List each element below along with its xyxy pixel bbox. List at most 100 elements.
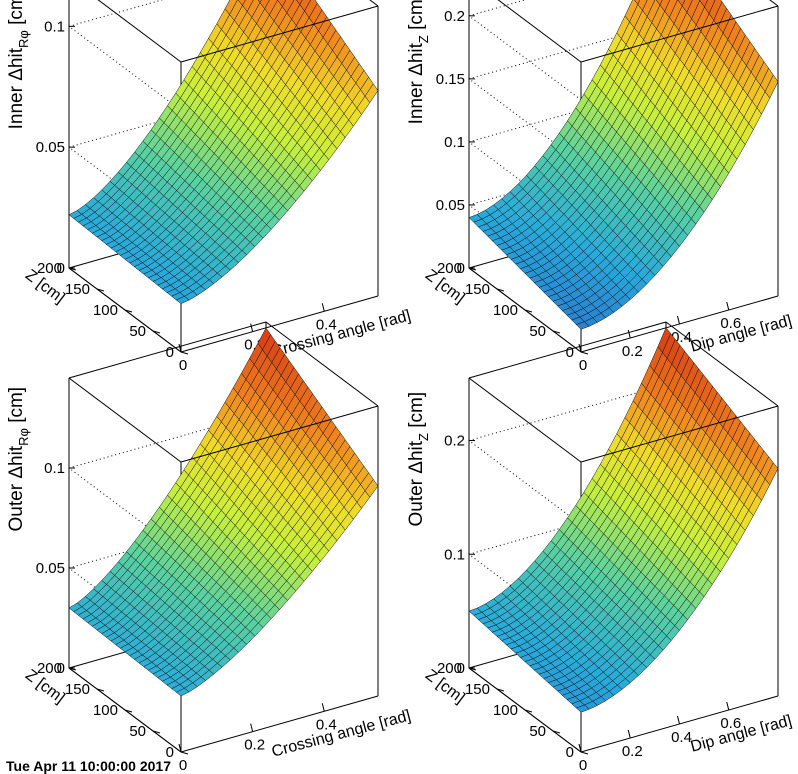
box-edge (468, 377, 582, 463)
y-tick (468, 667, 477, 671)
z-tick-label: 0.2 (444, 8, 465, 25)
x-tick-label: 0.2 (622, 343, 643, 360)
x-tick-label: 0 (179, 757, 187, 774)
y-tick-label: 150 (65, 681, 90, 698)
y-tick (524, 709, 533, 713)
box-edge (468, 321, 667, 379)
z-axis-title: Outer ΔhitZ [cm] (406, 392, 431, 527)
grid-line (68, 467, 182, 553)
z-axis-title-unit: [cm] (6, 0, 27, 30)
z-tick-label: 0 (57, 260, 65, 277)
y-tick (96, 688, 105, 692)
box-edge (68, 321, 267, 379)
x-tick (321, 703, 325, 712)
z-tick-label: 0.1 (44, 460, 65, 477)
y-tick (552, 730, 561, 734)
y-tick-label: 200 (437, 660, 462, 677)
z-axis-title: Inner ΔhitZ [cm] (406, 0, 431, 124)
z-tick-label: 0.15 (436, 71, 465, 88)
surface-cell (364, 478, 379, 498)
z-axis-title-unit: [cm] (6, 387, 27, 428)
x-tick-label: 0 (579, 357, 587, 374)
z-axis-title-main: Outer Δhit (6, 445, 27, 531)
x-tick (677, 315, 680, 325)
y-tick-label: 200 (437, 260, 462, 277)
box-edge (97, 0, 182, 63)
surface-mesh (468, 327, 779, 713)
y-tick (152, 330, 161, 334)
z-axis-title: Outer ΔhitRφ [cm] (6, 387, 31, 532)
surface-cell (764, 74, 779, 99)
z-tick-label: 0.05 (36, 139, 65, 156)
y-tick-label: 50 (529, 323, 546, 340)
y-tick (496, 288, 505, 292)
x-tick-label: 0.4 (671, 729, 692, 746)
z-tick-label: 0 (457, 660, 465, 677)
surface-mesh (468, 0, 779, 330)
x-axis-title: Crossing angle [rad] (270, 307, 413, 360)
y-tick (68, 267, 77, 271)
y-tick (124, 309, 133, 313)
z-axis-title-unit: [cm] (406, 0, 427, 35)
y-tick-label: 100 (493, 702, 518, 719)
y-tick (552, 330, 561, 334)
y-tick-label: 100 (93, 702, 118, 719)
z-axis-title: Inner ΔhitRφ [cm] (6, 0, 31, 129)
box-edge (497, 0, 582, 63)
x-tick (627, 729, 631, 739)
x-tick (726, 301, 730, 311)
box-edge (180, 405, 379, 463)
x-tick (578, 343, 582, 353)
z-axis-title-sub: Rφ (16, 30, 31, 48)
y-tick-label: 0 (166, 344, 174, 361)
surface-cell (655, 0, 663, 6)
x-tick (627, 329, 631, 339)
box-edge (665, 321, 779, 407)
box-edge (265, 321, 379, 407)
surface-cell (237, 0, 246, 6)
grid-line (468, 78, 582, 164)
y-tick (68, 667, 77, 671)
box-edge (68, 377, 182, 463)
x-tick (726, 701, 730, 711)
y-tick-label: 200 (37, 660, 62, 677)
x-tick-label: 0.4 (316, 316, 337, 333)
z-tick-label: 0 (457, 260, 465, 277)
x-axis-title: Dip angle [rad] (689, 712, 794, 755)
surface-cell (634, 0, 641, 5)
x-tick (250, 723, 254, 732)
z-axis-title-sub: Z (416, 35, 431, 43)
surface-mesh (68, 327, 379, 697)
surface-cell (364, 83, 379, 104)
x-tick (178, 743, 182, 753)
grid-line (468, 553, 582, 639)
grid-line (468, 15, 582, 101)
x-tick (250, 323, 254, 332)
grid-line (68, 146, 182, 232)
z-tick-label: 0.05 (436, 197, 465, 214)
grid-line (468, 440, 582, 525)
surface-cell (637, 0, 648, 11)
x-axis-line (180, 695, 379, 753)
y-tick (580, 351, 589, 355)
y-tick-label: 0 (566, 344, 574, 361)
surface-cell (764, 462, 779, 486)
footer-timestamp: Tue Apr 11 10:00:00 2017 (6, 758, 171, 774)
surface-cell (259, 0, 270, 10)
z-axis-title-unit: [cm] (406, 392, 427, 433)
z-tick-label: 0.1 (444, 546, 465, 563)
z-tick-label: 0.05 (36, 560, 65, 577)
y-tick (152, 730, 161, 734)
y-tick (524, 309, 533, 313)
y-tick (96, 288, 105, 292)
x-tick (677, 715, 680, 725)
y-tick (180, 751, 189, 755)
z-tick-label: 0 (57, 660, 65, 677)
surface-cell (257, 0, 262, 4)
z-axis-title-sub: Rφ (16, 428, 31, 446)
z-axis-title-sub: Z (416, 433, 431, 441)
